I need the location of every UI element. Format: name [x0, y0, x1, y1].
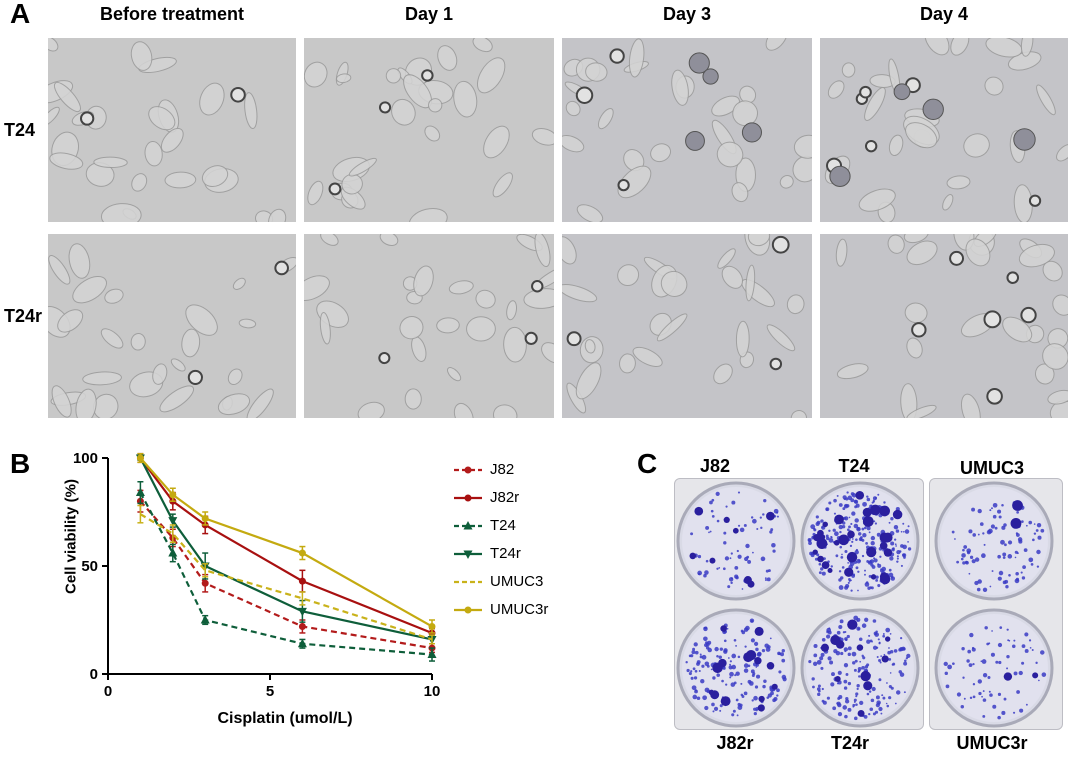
data-point: [136, 454, 144, 462]
micrograph-t24r-col-3: [562, 234, 812, 418]
data-point: [297, 638, 307, 648]
legend-item-umuc3: UMUC3: [452, 573, 602, 593]
col-head-day-1: Day 1: [404, 4, 454, 24]
chart-legend: J82 J82r T24 T24r UMUC3 UMUC3r: [452, 461, 612, 631]
data-point: [427, 649, 437, 659]
series-line-umuc3r: [139, 457, 433, 628]
legend-label: UMUC3r: [490, 601, 549, 618]
data-point: [201, 514, 209, 522]
micrograph-t24-col-4: [820, 38, 1068, 222]
micrograph-t24r-col-2: [304, 234, 554, 418]
row-head-t24r: T24r: [4, 306, 43, 326]
well-j82: [676, 481, 796, 601]
data-point: [169, 491, 177, 499]
legend-item-umuc3r: UMUC3r: [452, 601, 602, 621]
series-line-umuc3: [139, 513, 433, 641]
legend-marker: [464, 494, 472, 502]
plate-label-j82: J82: [699, 456, 731, 476]
legend-label: J82: [490, 461, 515, 478]
plate-label-t24r: T24r: [830, 733, 870, 753]
well-t24r: [800, 608, 920, 728]
data-point: [298, 622, 306, 630]
plate-label-j82r: J82r: [716, 733, 754, 753]
panel-a-letter: A: [10, 0, 31, 29]
legend-item-t24r: T24r: [452, 545, 602, 565]
micrograph-t24-col-2: [304, 38, 554, 222]
plate-label-t24: T24: [838, 456, 870, 476]
legend-marker: [464, 466, 472, 474]
y-tick-label: 0: [90, 666, 98, 683]
y-axis-label: Cell viability (%): [62, 478, 80, 595]
col-head-day-4: Day 4: [919, 4, 969, 24]
micrograph-t24-col-1: [48, 38, 296, 222]
legend-item-t24: T24: [452, 517, 602, 537]
data-point: [168, 548, 178, 557]
series-umuc3r: [136, 452, 436, 634]
well-umuc3r: [934, 608, 1054, 728]
data-point: [298, 577, 306, 585]
legend-label: UMUC3: [490, 573, 544, 590]
legend-item-j82: J82: [452, 461, 602, 481]
series-t24: [135, 481, 437, 662]
legend-marker: [464, 606, 472, 614]
well-t24: [800, 481, 920, 601]
col-head-day-3: Day 3: [662, 4, 712, 24]
plate-label-umuc3r: UMUC3r: [956, 733, 1028, 753]
series-umuc3: [137, 504, 435, 645]
legend-marker: [463, 521, 473, 530]
micrograph-t24r-col-1: [48, 234, 296, 418]
x-tick-label: 5: [266, 683, 274, 700]
x-tick-label: 10: [424, 683, 441, 700]
legend-label: T24: [490, 517, 516, 534]
x-axis-label: Cisplatin (umol/L): [217, 710, 353, 727]
data-point: [168, 517, 178, 526]
legend-marker: [463, 550, 473, 559]
colony-plates: [676, 481, 1054, 728]
x-tick-label: 0: [104, 683, 112, 700]
legend-label: T24r: [490, 545, 521, 562]
col-head-before-treatment: Before treatment: [99, 4, 245, 24]
series-line-t24r: [139, 457, 433, 641]
well-j82r: [676, 608, 796, 728]
micrograph-t24-col-3: [562, 38, 812, 222]
data-point: [297, 607, 307, 617]
legend-item-j82r: J82r: [452, 489, 602, 509]
panel-c-letter: C: [637, 448, 658, 479]
well-umuc3: [934, 481, 1054, 601]
data-point: [428, 622, 436, 630]
data-point: [201, 579, 209, 587]
data-point: [298, 549, 306, 557]
legend-label: J82r: [490, 489, 520, 506]
plate-label-umuc3: UMUC3: [959, 458, 1024, 478]
row-head-t24: T24: [4, 120, 36, 140]
y-tick-label: 50: [81, 558, 98, 575]
series-j82r: [136, 452, 436, 639]
micrograph-t24r-col-4: [820, 234, 1068, 418]
panel-b-letter: B: [10, 448, 31, 479]
data-point: [200, 615, 210, 624]
y-tick-label: 100: [73, 450, 98, 467]
data-point: [135, 487, 145, 497]
